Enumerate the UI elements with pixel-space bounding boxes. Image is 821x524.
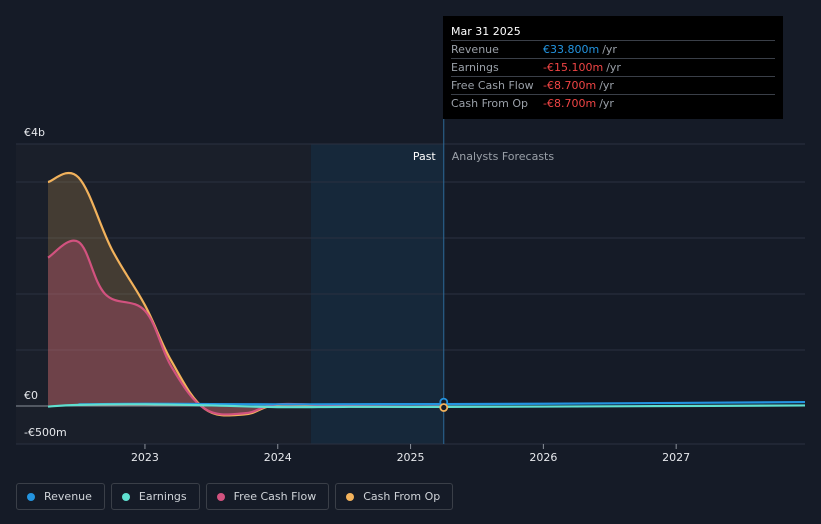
tooltip-row-free-cash-flow: Free Cash Flow -€8.700m/yr [451, 76, 775, 94]
tooltip-value: -€15.100m [543, 61, 604, 74]
y-tick-label: -€500m [24, 426, 67, 439]
legend-item-earnings[interactable]: Earnings [110, 483, 200, 510]
legend-item-cash-from-op[interactable]: Cash From Op [335, 483, 454, 510]
legend-dot [121, 492, 130, 501]
x-tick-label: 2023 [131, 451, 159, 464]
chart-area: Past Analysts Forecasts €4b €0 -€500m 2023… [16, 16, 806, 464]
y-tick-label: €0 [24, 389, 38, 402]
tooltip-label: Earnings [451, 61, 499, 74]
area-cash-from-op [48, 172, 444, 416]
legend-dot [216, 492, 225, 501]
hover-markers [439, 397, 449, 412]
legend-label: Revenue [44, 490, 92, 503]
y-tick-label: €4b [24, 126, 45, 139]
x-axis-labels: 2023 2024 2025 2026 2027 [131, 444, 690, 464]
area-free-cash-flow [48, 240, 444, 415]
tooltip-unit: /yr [599, 97, 614, 110]
tooltip-label: Free Cash Flow [451, 79, 534, 92]
tooltip-unit: /yr [602, 43, 617, 56]
tooltip: Mar 31 2025 Revenue €33.800m/yr Earnings… [443, 16, 783, 119]
legend-label: Free Cash Flow [233, 490, 317, 503]
forecast-label: Analysts Forecasts [452, 150, 555, 163]
tooltip-row-revenue: Revenue €33.800m/yr [451, 40, 775, 58]
past-label: Past [413, 150, 437, 163]
y-axis-labels: €4b €0 -€500m [24, 126, 67, 439]
x-tick-label: 2024 [264, 451, 292, 464]
tooltip-value: -€8.700m [543, 79, 597, 92]
legend: Revenue Earnings Free Cash Flow Cash Fro… [16, 483, 454, 510]
x-tick-label: 2027 [662, 451, 690, 464]
tooltip-date: Mar 31 2025 [451, 25, 521, 38]
line-earnings [47, 403, 806, 409]
x-tick-label: 2025 [397, 451, 425, 464]
tooltip-unit: /yr [599, 79, 614, 92]
series-lines [47, 171, 806, 417]
marker-cash-from-op [439, 403, 449, 412]
legend-item-revenue[interactable]: Revenue [16, 483, 105, 510]
tooltip-row-cash-from-op: Cash From Op -€8.700m/yr [451, 94, 775, 112]
tooltip-unit: /yr [606, 61, 621, 74]
legend-label: Cash From Op [363, 490, 441, 503]
legend-item-free-cash-flow[interactable]: Free Cash Flow [205, 483, 330, 510]
tooltip-row-earnings: Earnings -€15.100m/yr [451, 58, 775, 76]
tooltip-label: Cash From Op [451, 97, 529, 110]
series-areas [48, 172, 444, 416]
x-tick-label: 2026 [529, 451, 557, 464]
legend-dot [346, 492, 355, 501]
tooltip-label: Revenue [451, 43, 499, 56]
legend-label: Earnings [138, 490, 187, 503]
tooltip-value: -€8.700m [543, 97, 597, 110]
tooltip-value: €33.800m [543, 43, 600, 56]
legend-dot [27, 492, 35, 501]
